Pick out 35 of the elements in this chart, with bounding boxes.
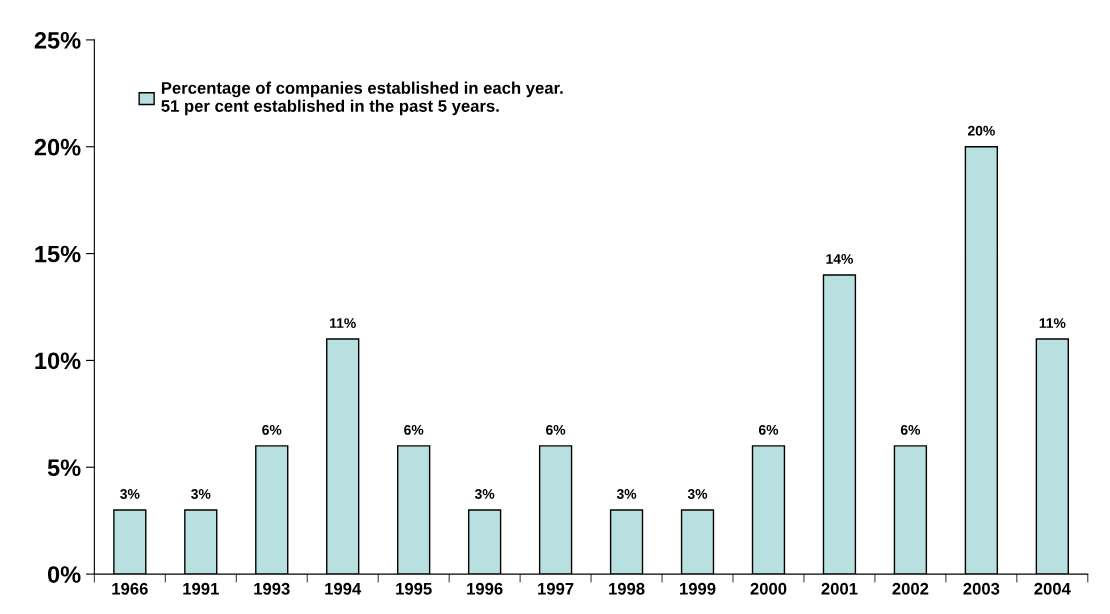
x-tick-label: 1994 — [325, 582, 362, 595]
data-label: 6% — [262, 424, 282, 435]
x-tick-label: 1997 — [538, 582, 574, 595]
y-tick-label: 5% — [47, 459, 81, 477]
x-tick-label: 2001 — [821, 582, 858, 595]
x-tick-label: 2003 — [963, 582, 1000, 595]
data-label: 6% — [404, 424, 424, 435]
x-tick-label: 2000 — [750, 582, 787, 595]
x-tick-label: 2004 — [1034, 582, 1071, 595]
data-label: 3% — [474, 489, 495, 499]
data-label: 3% — [616, 489, 637, 499]
data-label: 6% — [900, 424, 921, 435]
y-tick-label: 0% — [47, 566, 81, 583]
data-label: 3% — [120, 489, 140, 499]
x-tick-label: 2002 — [892, 582, 929, 595]
x-tick-label: 1998 — [609, 582, 645, 595]
y-tick-label: 15% — [35, 245, 81, 263]
data-label: 11% — [330, 318, 356, 328]
y-tick-label: 25% — [34, 31, 81, 49]
x-tick-label: 1996 — [467, 582, 503, 595]
x-tick-label: 1991 — [183, 582, 219, 595]
data-label: 6% — [758, 424, 779, 435]
x-tick-label: 1999 — [680, 582, 716, 595]
y-tick-label: 10% — [35, 352, 81, 370]
data-label: 3% — [687, 489, 708, 499]
y-tick-label: 20% — [34, 138, 81, 156]
x-tick-label: 1966 — [112, 582, 148, 595]
x-tick-label: 1995 — [396, 582, 432, 595]
x-tick-label: 1993 — [254, 582, 290, 595]
data-label: 14% — [826, 254, 853, 264]
data-label: 20% — [967, 125, 995, 136]
data-label: 3% — [191, 489, 211, 499]
data-label: 11% — [1039, 318, 1066, 328]
data-label: 6% — [546, 424, 566, 435]
legend-label: Percentage of companies established in each year. 51 per cent established in the past 5 years. — [161, 81, 563, 116]
